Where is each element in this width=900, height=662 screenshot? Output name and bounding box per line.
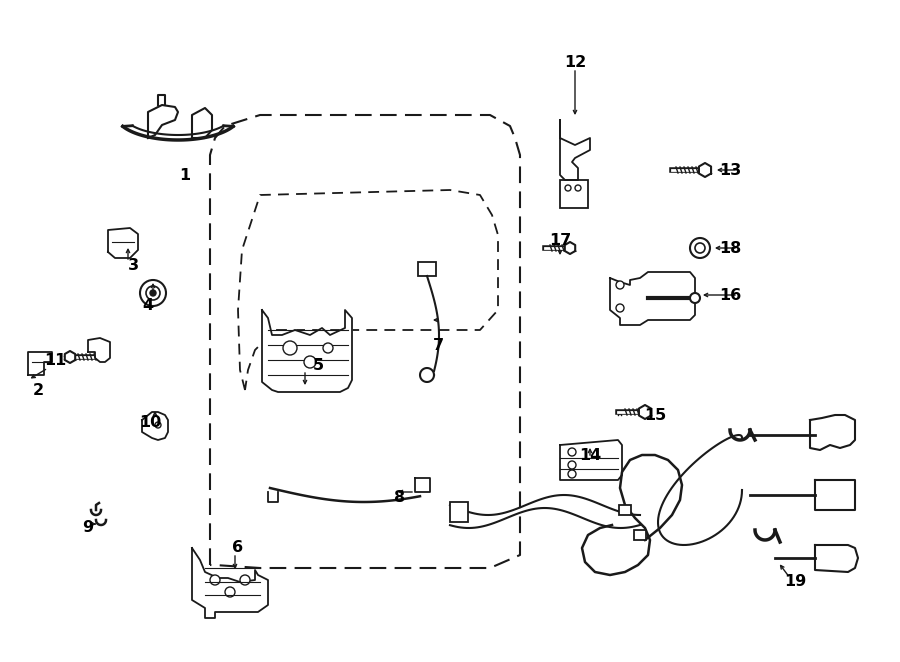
Text: 17: 17: [549, 232, 572, 248]
Text: 8: 8: [394, 491, 406, 506]
Polygon shape: [262, 310, 352, 392]
Text: 11: 11: [44, 352, 66, 367]
Bar: [450, 502, 468, 522]
Text: 14: 14: [579, 448, 601, 463]
Circle shape: [690, 238, 710, 258]
Polygon shape: [65, 351, 76, 363]
Polygon shape: [108, 228, 138, 258]
Circle shape: [323, 343, 333, 353]
Text: 15: 15: [644, 408, 666, 422]
Text: 16: 16: [719, 287, 741, 303]
Text: 10: 10: [139, 414, 161, 430]
Polygon shape: [28, 352, 52, 375]
Circle shape: [225, 587, 235, 597]
Circle shape: [240, 575, 250, 585]
Bar: [619, 505, 631, 515]
Text: 5: 5: [312, 357, 324, 373]
Circle shape: [616, 281, 624, 289]
Text: 6: 6: [232, 540, 244, 555]
Bar: [634, 530, 646, 540]
Text: 18: 18: [719, 240, 741, 256]
Bar: [560, 180, 588, 208]
Text: 4: 4: [142, 297, 154, 312]
Text: 2: 2: [32, 383, 43, 397]
Polygon shape: [810, 415, 855, 450]
Circle shape: [150, 290, 156, 296]
Circle shape: [568, 448, 576, 456]
Circle shape: [146, 286, 160, 300]
Circle shape: [140, 280, 166, 306]
Polygon shape: [192, 548, 268, 618]
Text: 3: 3: [128, 258, 139, 273]
Polygon shape: [142, 412, 168, 440]
Circle shape: [690, 293, 700, 303]
Circle shape: [210, 575, 220, 585]
Polygon shape: [192, 108, 212, 138]
Polygon shape: [268, 492, 278, 502]
Polygon shape: [815, 545, 858, 572]
Text: 19: 19: [784, 575, 806, 589]
Circle shape: [616, 304, 624, 312]
Bar: [418, 262, 436, 276]
Circle shape: [565, 185, 571, 191]
Circle shape: [283, 341, 297, 355]
Text: 12: 12: [564, 54, 586, 70]
Polygon shape: [699, 163, 711, 177]
Polygon shape: [88, 338, 110, 362]
Polygon shape: [815, 480, 855, 510]
Circle shape: [568, 461, 576, 469]
Text: 9: 9: [83, 520, 94, 536]
Text: 1: 1: [179, 167, 191, 183]
Polygon shape: [148, 105, 178, 138]
Circle shape: [568, 470, 576, 478]
Circle shape: [304, 356, 316, 368]
Polygon shape: [610, 272, 695, 325]
Text: 13: 13: [719, 162, 741, 177]
Circle shape: [575, 185, 581, 191]
Text: 7: 7: [432, 338, 444, 352]
Polygon shape: [565, 242, 575, 254]
Circle shape: [695, 243, 705, 253]
Polygon shape: [560, 120, 590, 180]
Polygon shape: [560, 440, 622, 480]
Polygon shape: [639, 405, 651, 419]
Circle shape: [155, 422, 161, 428]
